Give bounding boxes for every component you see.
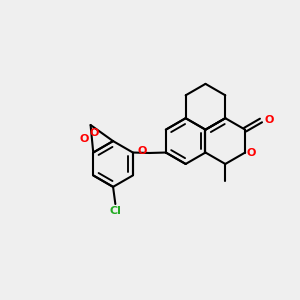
Text: Cl: Cl — [110, 206, 121, 215]
Text: O: O — [80, 134, 89, 144]
Text: O: O — [89, 128, 99, 138]
Text: O: O — [265, 116, 274, 125]
Text: O: O — [247, 148, 256, 158]
Text: O: O — [138, 146, 147, 157]
